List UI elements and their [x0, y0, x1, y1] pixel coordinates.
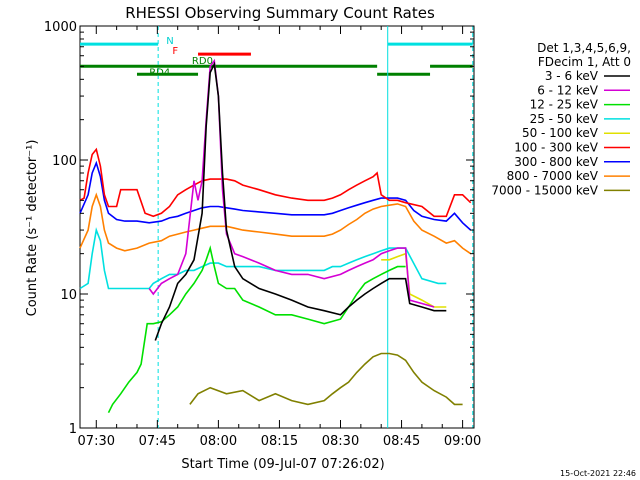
- legend-label: 3 - 6 keV: [545, 69, 599, 83]
- series-line: [154, 61, 447, 341]
- plot-area: NF RD0 RD4: [79, 25, 475, 429]
- x-tick-label: 08:15: [261, 434, 298, 449]
- annotation-label: N: [166, 36, 173, 47]
- y-tick-label: 10: [60, 288, 77, 303]
- y-tick-label: 1000: [44, 20, 77, 35]
- series-line: [79, 147, 472, 218]
- x-tick-label: 07:45: [139, 434, 176, 449]
- legend-label: 6 - 12 keV: [537, 83, 599, 97]
- legend-label: 300 - 800 keV: [514, 155, 598, 169]
- legend-label: 100 - 300 keV: [514, 141, 598, 155]
- legend-label: 800 - 7000 keV: [507, 169, 599, 183]
- chart-title: RHESSI Observing Summary Count Rates: [125, 4, 435, 22]
- x-tick-label: 09:00: [444, 434, 481, 449]
- series-line: [79, 160, 472, 231]
- legend-header-line-2: FDecim 1, Att 0: [538, 55, 631, 69]
- annotation-label: RD0: [192, 56, 213, 67]
- annotation-label: F: [172, 46, 178, 57]
- y-axis: 1 10 100 1000: [44, 20, 474, 437]
- status-bars: [80, 42, 473, 76]
- legend-label: 7000 - 15000 keV: [491, 183, 598, 197]
- series-line: [79, 227, 447, 290]
- series-line: [381, 252, 447, 308]
- series-lines: [79, 58, 472, 414]
- x-tick-label: 08:00: [200, 434, 237, 449]
- series-line: [79, 192, 472, 255]
- generated-timestamp: 15-Oct-2021 22:46: [560, 469, 636, 478]
- legend-label: 25 - 50 keV: [530, 112, 599, 126]
- x-tick-label: 08:30: [322, 434, 359, 449]
- plot-frame: [79, 25, 475, 429]
- vertical-markers: [157, 26, 474, 428]
- legend-label: 50 - 100 keV: [522, 126, 599, 140]
- y-tick-label: 1: [69, 422, 77, 437]
- y-tick-label: 100: [52, 154, 77, 169]
- annotation-labels: NF RD0 RD4: [149, 36, 213, 78]
- series-line: [189, 352, 463, 406]
- legend-header-line-1: Det 1,3,4,5,6,9,: [537, 41, 631, 55]
- x-tick-label: 08:45: [383, 434, 420, 449]
- legend: Det 1,3,4,5,6,9, FDecim 1, Att 0 3 - 6 k…: [491, 41, 631, 197]
- y-axis-label: Count Rate (s⁻¹ detector⁻¹): [25, 140, 40, 317]
- annotation-label: RD4: [149, 67, 170, 78]
- legend-label: 12 - 25 keV: [530, 98, 599, 112]
- series-line: [107, 245, 406, 414]
- series-line: [148, 58, 435, 308]
- x-axis-label: Start Time (09-Jul-07 07:26:02): [181, 457, 384, 472]
- x-tick-label: 07:30: [78, 434, 115, 449]
- x-axis: 07:30 07:45 08:00 08:15 08:30 08:45 09:00: [78, 26, 481, 449]
